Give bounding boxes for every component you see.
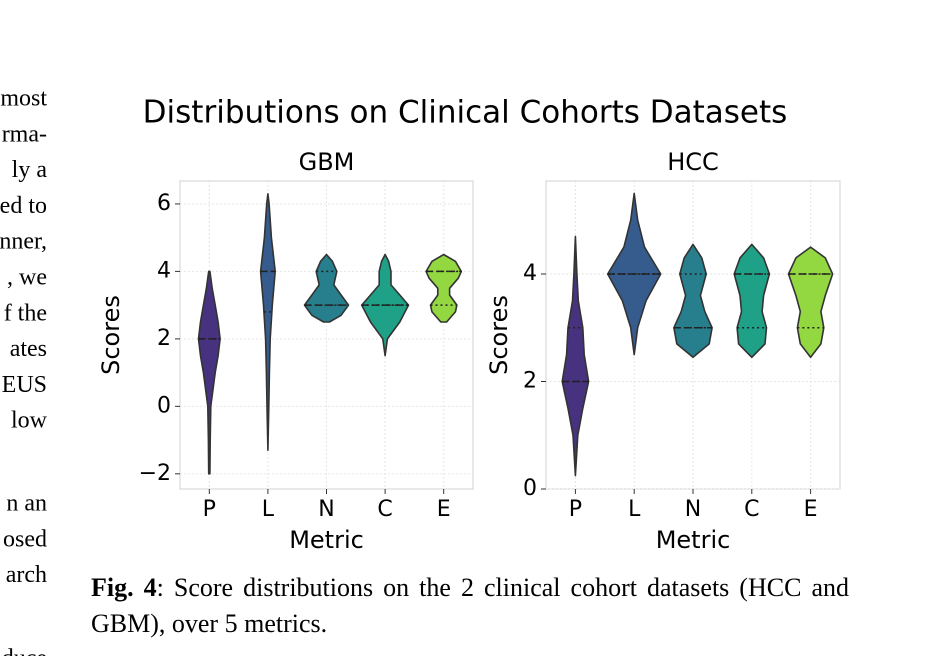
x-tick-label: C bbox=[377, 497, 392, 522]
x-axis-label: Metric bbox=[289, 526, 364, 554]
y-tick-label: 0 bbox=[523, 476, 537, 501]
side-text-line: , we bbox=[7, 265, 47, 291]
y-tick-label: 6 bbox=[157, 191, 171, 216]
x-tick-label: P bbox=[569, 497, 582, 522]
side-text-line: EUS bbox=[2, 372, 47, 398]
violin bbox=[197, 270, 221, 475]
y-axis-label: Scores bbox=[97, 295, 125, 375]
violin bbox=[561, 235, 590, 477]
x-axis-label: Metric bbox=[656, 526, 731, 554]
x-tick-label: E bbox=[804, 497, 818, 522]
caption-label: Fig. 4 bbox=[91, 573, 157, 602]
violin bbox=[733, 243, 771, 359]
side-text-line: n an bbox=[6, 491, 47, 517]
x-tick-label: N bbox=[318, 497, 334, 522]
x-tick-label: L bbox=[262, 497, 275, 522]
y-tick-label: 4 bbox=[157, 258, 171, 283]
x-tick-label: L bbox=[628, 497, 641, 522]
side-text-line: ates bbox=[10, 336, 47, 362]
side-text-line: arch bbox=[6, 562, 47, 588]
violin bbox=[787, 246, 834, 359]
y-tick-label: 2 bbox=[523, 368, 537, 393]
chart-title: GBM bbox=[299, 148, 355, 176]
x-tick-label: P bbox=[203, 497, 216, 522]
figure-title: Distributions on Clinical Cohorts Datase… bbox=[143, 95, 788, 131]
y-tick-label: 4 bbox=[523, 261, 537, 286]
side-text-line: rma- bbox=[2, 121, 47, 147]
side-text-line: nner, bbox=[0, 229, 47, 255]
side-text-line: osed bbox=[3, 526, 47, 552]
y-tick-label: −2 bbox=[139, 461, 171, 486]
side-text-line: f the bbox=[4, 300, 47, 326]
y-axis-label: Scores bbox=[485, 295, 513, 375]
violin bbox=[259, 193, 276, 451]
x-tick-label: N bbox=[685, 497, 701, 522]
caption: Fig. 4: Score distributions on the 2 cli… bbox=[91, 570, 849, 642]
side-text-line: duce bbox=[2, 646, 47, 656]
violin bbox=[425, 253, 463, 323]
caption-text: : Score distributions on the 2 clinical … bbox=[91, 573, 849, 638]
violin bbox=[303, 253, 350, 323]
side-text-line: ed to bbox=[0, 193, 47, 219]
y-tick-label: 0 bbox=[157, 393, 171, 418]
side-text-line: ly a bbox=[12, 157, 48, 183]
side-text-line: low bbox=[11, 408, 48, 434]
y-tick-label: 2 bbox=[157, 326, 171, 351]
x-tick-label: E bbox=[437, 497, 451, 522]
chart-title: HCC bbox=[667, 148, 719, 176]
violin bbox=[673, 243, 713, 359]
x-tick-label: C bbox=[744, 497, 759, 522]
side-text-line: most bbox=[0, 86, 47, 112]
